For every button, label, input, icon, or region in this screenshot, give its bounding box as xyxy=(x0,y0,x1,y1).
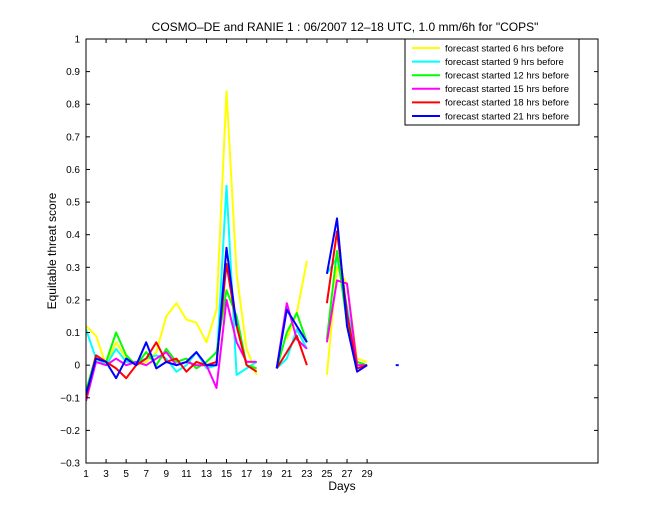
x-tick-label: 23 xyxy=(301,469,313,480)
x-tick-label: 21 xyxy=(281,469,293,480)
x-tick-label: 13 xyxy=(201,469,213,480)
y-tick-label: 0.4 xyxy=(66,230,80,241)
y-tick-label: 0 xyxy=(74,361,80,372)
x-tick-label: 5 xyxy=(123,469,129,480)
chart-title: COSMO–DE and RANIE 1 : 06/2007 12–18 UTC… xyxy=(152,20,539,34)
x-axis-label: Days xyxy=(328,479,355,493)
x-tick-label: 29 xyxy=(362,469,374,480)
legend-label-5: forecast started 18 hrs before xyxy=(445,98,569,109)
y-tick-label: −0.1 xyxy=(60,393,80,404)
legend[interactable]: forecast started 6 hrs before forecast st… xyxy=(404,38,580,126)
y-tick-label: 0.6 xyxy=(66,165,80,176)
x-tick-label: 19 xyxy=(261,469,273,480)
legend-label-6: forecast started 21 hrs before xyxy=(445,111,569,122)
series-lines xyxy=(86,90,399,402)
series-line-2 xyxy=(86,184,368,376)
x-tick-label: 9 xyxy=(164,469,170,480)
y-tick-label: 0.5 xyxy=(66,198,80,209)
y-tick-label: 1 xyxy=(74,35,80,46)
legend-label-1: forecast started 6 hrs before xyxy=(445,43,564,54)
x-tick-label: 11 xyxy=(181,469,192,480)
series-line-1 xyxy=(86,90,368,376)
y-tick-label: 0.2 xyxy=(66,295,80,306)
x-tick-label: 15 xyxy=(221,469,233,480)
legend-label-2: forecast started 9 hrs before xyxy=(445,57,564,68)
series-line-4 xyxy=(86,279,368,402)
x-tick-label: 27 xyxy=(341,469,353,480)
y-tick-label: −0.2 xyxy=(60,426,80,437)
x-tick-label: 7 xyxy=(143,469,149,480)
y-tick-label: 0.7 xyxy=(66,132,80,143)
plot-area-frame xyxy=(85,38,599,464)
x-tick-label: 25 xyxy=(321,469,333,480)
y-tick-label: 0.3 xyxy=(66,263,80,274)
legend-label-4: forecast started 15 hrs before xyxy=(445,84,569,95)
y-axis: −0.3 −0.2 −0.1 0 0.1 0.2 0.3 0.4 0.5 0.6 0.7 0.8 0.9… xyxy=(60,35,598,470)
x-tick-label: 3 xyxy=(103,469,109,480)
y-tick-label: 0.1 xyxy=(66,328,80,339)
x-axis: 1 3 5 7 9 11 13 15 17 19 21 23 25 27 29 xyxy=(83,39,373,480)
legend-box xyxy=(404,38,580,126)
series-line-5 xyxy=(86,230,368,399)
y-tick-label: 0.9 xyxy=(66,67,80,78)
y-axis-label: Equitable threat score xyxy=(45,192,59,309)
x-tick-label: 1 xyxy=(83,469,89,480)
y-tick-label: −0.3 xyxy=(60,459,80,470)
legend-label-3: forecast started 12 hrs before xyxy=(445,71,569,82)
y-tick-label: 0.8 xyxy=(66,100,80,111)
x-tick-label: 17 xyxy=(241,469,253,480)
